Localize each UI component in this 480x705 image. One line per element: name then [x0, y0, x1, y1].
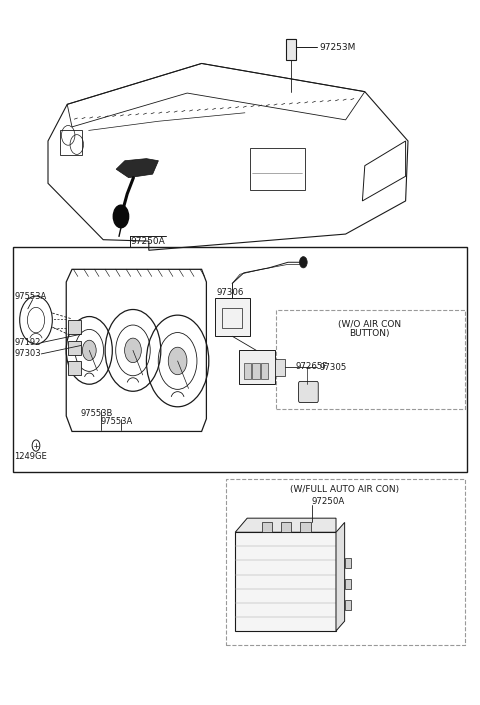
Bar [300, 522, 311, 532]
Bar [226, 479, 465, 645]
Bar [286, 39, 296, 60]
Bar [345, 558, 351, 568]
Bar [261, 363, 268, 379]
Bar [215, 298, 250, 336]
Bar [68, 341, 81, 355]
Bar [345, 600, 351, 610]
Circle shape [113, 205, 129, 228]
Bar [222, 308, 242, 328]
Bar [250, 148, 305, 190]
Bar [68, 320, 81, 334]
Polygon shape [116, 159, 158, 178]
Circle shape [83, 341, 96, 360]
Text: BUTTON): BUTTON) [349, 329, 390, 338]
Bar [239, 350, 275, 384]
Text: 97265F: 97265F [295, 362, 327, 371]
Bar [235, 532, 336, 631]
FancyBboxPatch shape [299, 381, 318, 403]
Bar [244, 363, 251, 379]
Text: 1249GE: 1249GE [14, 453, 47, 461]
Polygon shape [336, 522, 345, 631]
Bar [262, 522, 272, 532]
Text: 97553B: 97553B [81, 409, 113, 417]
Text: 97553A: 97553A [14, 292, 47, 300]
Bar [68, 361, 81, 375]
Bar [13, 247, 467, 472]
Circle shape [300, 257, 307, 268]
Text: 97250A: 97250A [312, 498, 345, 506]
Circle shape [168, 347, 187, 374]
Text: 97192: 97192 [14, 338, 41, 347]
Ellipse shape [276, 579, 298, 613]
Bar [281, 522, 291, 532]
Text: (W/O AIR CON: (W/O AIR CON [338, 320, 401, 329]
Text: 97306: 97306 [217, 288, 244, 297]
Bar [275, 359, 285, 376]
Circle shape [125, 338, 141, 362]
Ellipse shape [245, 572, 264, 602]
Bar [345, 579, 351, 589]
Text: (W/FULL AUTO AIR CON): (W/FULL AUTO AIR CON) [290, 486, 399, 494]
Text: 97303: 97303 [14, 350, 41, 358]
Text: 97250A: 97250A [131, 238, 165, 246]
Ellipse shape [281, 587, 293, 605]
Text: 97305: 97305 [319, 363, 347, 372]
Polygon shape [235, 518, 336, 532]
Bar [60, 130, 82, 155]
Text: 97553A: 97553A [101, 417, 133, 426]
Bar [276, 310, 465, 409]
Bar [252, 363, 260, 379]
Ellipse shape [250, 579, 259, 596]
Text: 97253M: 97253M [319, 43, 356, 51]
